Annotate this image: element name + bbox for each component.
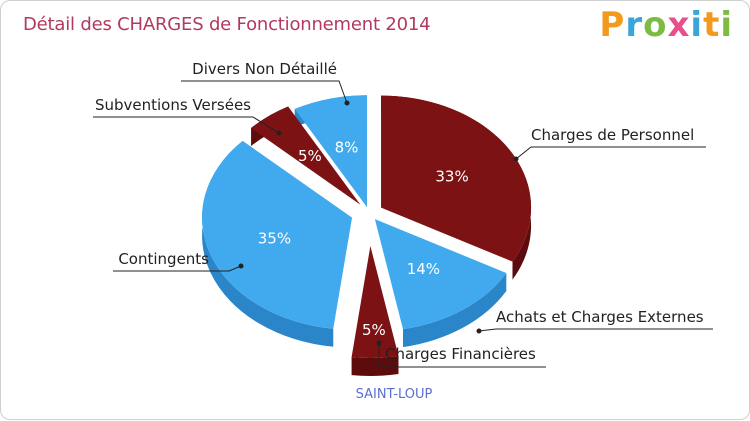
pie-slice (381, 95, 532, 262)
category-label: Divers Non Détaillé (192, 60, 337, 78)
leader-line (378, 343, 546, 368)
category-label: Contingents (118, 250, 209, 268)
pie-slice (202, 140, 353, 329)
slice-percent-label: 35% (258, 229, 291, 247)
leader-anchor (238, 263, 244, 269)
slice-percent-label: 5% (298, 147, 322, 165)
leader-line (478, 328, 713, 332)
pie-slice (294, 95, 368, 208)
slice-percent-label: 14% (407, 260, 440, 278)
category-label: Charges de Personnel (531, 126, 694, 144)
leader-anchor (376, 340, 382, 346)
slice-percent-label: 8% (335, 139, 359, 157)
leader-anchor (476, 328, 482, 334)
slice-percent-label: 33% (435, 167, 468, 185)
category-label: Subventions Versées (95, 96, 251, 114)
pie-slice-side (351, 355, 399, 376)
leader-anchor (513, 156, 519, 162)
pie-slice-side (202, 140, 334, 347)
slice-percent-label: 5% (362, 321, 386, 339)
pie-slice (351, 245, 399, 358)
leader-line (113, 265, 242, 272)
leader-anchor (344, 100, 350, 106)
footer-commune: SAINT-LOUP (356, 387, 433, 402)
proxiti-logo: Proxiti (599, 5, 733, 45)
chart-title: Détail des CHARGES de Fonctionnement 201… (23, 14, 431, 35)
leader-line (515, 146, 706, 160)
leader-line (93, 116, 280, 134)
category-label: Charges Financières (385, 345, 536, 363)
pie-slice (374, 219, 507, 330)
leader-line (181, 80, 348, 104)
leader-anchor (276, 130, 282, 136)
pie-slice-side (402, 273, 507, 348)
category-label: Achats et Charges Externes (496, 308, 704, 326)
